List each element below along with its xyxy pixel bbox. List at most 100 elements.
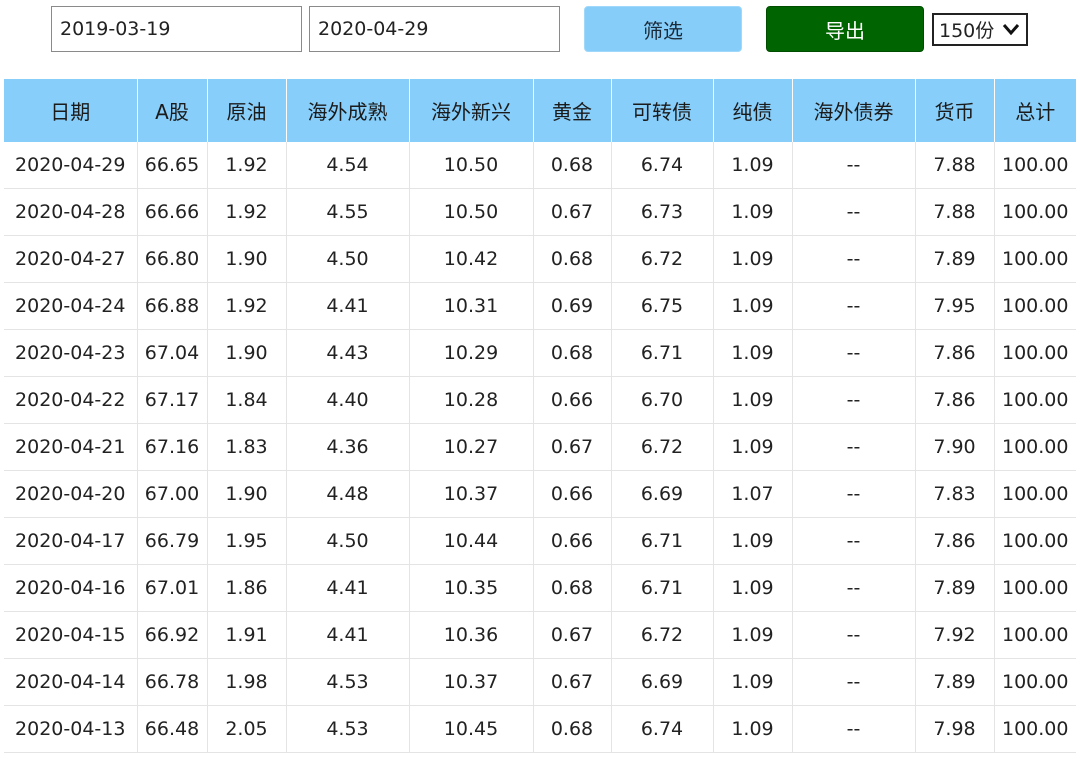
table-cell: 7.88 [915, 188, 995, 236]
export-button[interactable]: 导出 [766, 6, 924, 52]
table-row: 2020-04-27 66.80 1.90 4.50 10.42 0.68 6.72 1.09… [4, 235, 1076, 283]
table-cell: 67.00 [137, 470, 208, 518]
table-cell: 7.88 [915, 142, 995, 189]
table-cell: 67.04 [137, 329, 208, 377]
table-cell: 1.90 [207, 470, 287, 518]
table-row: 2020-04-21 67.16 1.83 4.36 10.27 0.67 6.72 1.09… [4, 423, 1076, 471]
table-cell: 2020-04-28 [4, 188, 138, 236]
table-cell: 1.09 [713, 517, 793, 565]
table-cell: 0.68 [533, 329, 612, 377]
table-cell: 1.09 [713, 658, 793, 706]
table-cell: 7.89 [915, 658, 995, 706]
table-row: 2020-04-24 66.88 1.92 4.41 10.31 0.69 6.75 1.09… [4, 282, 1076, 330]
table-cell: -- [792, 470, 916, 518]
table-cell: 7.89 [915, 564, 995, 612]
table-cell: 10.31 [409, 282, 534, 330]
table-cell: 66.66 [137, 188, 208, 236]
table-cell: 66.48 [137, 705, 208, 753]
column-header: 海外债券 [792, 79, 916, 142]
column-header: 海外新兴 [409, 79, 534, 142]
column-header: 原油 [207, 79, 287, 142]
table-cell: 1.92 [207, 142, 287, 189]
table-cell: -- [792, 142, 916, 189]
table-cell: 100.00 [994, 188, 1076, 236]
table-cell: 100.00 [994, 517, 1076, 565]
table-cell: 2020-04-22 [4, 376, 138, 424]
table-cell: -- [792, 517, 916, 565]
table-cell: -- [792, 376, 916, 424]
table-cell: 0.66 [533, 470, 612, 518]
column-header: 日期 [4, 79, 138, 142]
table-cell: 4.48 [286, 470, 410, 518]
table-cell: 1.98 [207, 658, 287, 706]
table-cell: 6.72 [611, 235, 714, 283]
table-cell: 10.44 [409, 517, 534, 565]
table-cell: 7.90 [915, 423, 995, 471]
table-cell: 6.71 [611, 517, 714, 565]
allocation-table: 日期 A股 原油 海外成熟 海外新兴 黄金 可转债 纯债 海外债券 货币 总计 2020-04-29… [4, 79, 1076, 753]
table-cell: 100.00 [994, 705, 1076, 753]
table-cell: 100.00 [994, 423, 1076, 471]
table-cell: 2020-04-16 [4, 564, 138, 612]
table-cell: 6.69 [611, 658, 714, 706]
table-cell: 4.41 [286, 282, 410, 330]
table-cell: 10.35 [409, 564, 534, 612]
table-cell: 7.86 [915, 329, 995, 377]
end-date-input[interactable] [309, 6, 560, 52]
table-row: 2020-04-17 66.79 1.95 4.50 10.44 0.66 6.71 1.09… [4, 517, 1076, 565]
table-cell: 4.53 [286, 658, 410, 706]
table-cell: 100.00 [994, 142, 1076, 189]
table-cell: 4.55 [286, 188, 410, 236]
table-cell: 7.95 [915, 282, 995, 330]
column-header: 总计 [994, 79, 1076, 142]
table-cell: 100.00 [994, 564, 1076, 612]
table-cell: -- [792, 282, 916, 330]
table-cell: 0.68 [533, 564, 612, 612]
table-cell: 7.92 [915, 611, 995, 659]
count-select[interactable]: 150份 [932, 13, 1028, 46]
table-cell: 4.53 [286, 705, 410, 753]
table-row: 2020-04-29 66.65 1.92 4.54 10.50 0.68 6.74 1.09… [4, 142, 1076, 189]
table-cell: 1.84 [207, 376, 287, 424]
column-header: 可转债 [611, 79, 714, 142]
table-cell: 6.69 [611, 470, 714, 518]
table-cell: 1.09 [713, 235, 793, 283]
filter-button[interactable]: 筛选 [584, 6, 742, 52]
table-cell: 10.37 [409, 658, 534, 706]
table-cell: 0.68 [533, 705, 612, 753]
table-cell: 2020-04-13 [4, 705, 138, 753]
table-cell: 7.98 [915, 705, 995, 753]
table-cell: 2.05 [207, 705, 287, 753]
table-cell: 67.17 [137, 376, 208, 424]
table-cell: -- [792, 188, 916, 236]
table-cell: 6.72 [611, 611, 714, 659]
table-cell: 7.86 [915, 376, 995, 424]
table-cell: 100.00 [994, 376, 1076, 424]
column-header: 黄金 [533, 79, 612, 142]
table-cell: 0.67 [533, 188, 612, 236]
table-cell: -- [792, 611, 916, 659]
table-cell: 66.78 [137, 658, 208, 706]
start-date-input[interactable] [51, 6, 302, 52]
table-cell: 2020-04-21 [4, 423, 138, 471]
table-cell: 0.67 [533, 423, 612, 471]
table-row: 2020-04-20 67.00 1.90 4.48 10.37 0.66 6.69 1.07… [4, 470, 1076, 518]
table-cell: 10.42 [409, 235, 534, 283]
table-cell: 1.09 [713, 564, 793, 612]
table-row: 2020-04-14 66.78 1.98 4.53 10.37 0.67 6.69 1.09… [4, 658, 1076, 706]
table-cell: 66.88 [137, 282, 208, 330]
table-cell: 1.92 [207, 188, 287, 236]
table-cell: 1.09 [713, 188, 793, 236]
table-cell: 0.67 [533, 658, 612, 706]
table-cell: 10.50 [409, 188, 534, 236]
table-cell: 1.07 [713, 470, 793, 518]
table-cell: 2020-04-17 [4, 517, 138, 565]
table-cell: 1.91 [207, 611, 287, 659]
table-row: 2020-04-15 66.92 1.91 4.41 10.36 0.67 6.72 1.09… [4, 611, 1076, 659]
table-cell: 1.92 [207, 282, 287, 330]
table-cell: 67.01 [137, 564, 208, 612]
table-cell: 1.95 [207, 517, 287, 565]
table-cell: 0.69 [533, 282, 612, 330]
table-cell: 1.09 [713, 376, 793, 424]
table-cell: 10.50 [409, 142, 534, 189]
